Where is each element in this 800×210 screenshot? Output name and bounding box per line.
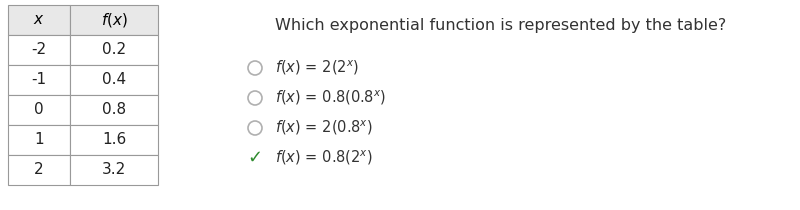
Text: 1.6: 1.6	[102, 133, 126, 147]
Text: 0: 0	[34, 102, 44, 118]
Bar	[8, 5, 70, 35]
Text: $\bf{\it{x}}$: $\bf{\it{x}}$	[34, 13, 45, 28]
Text: 3.2: 3.2	[102, 163, 126, 177]
Text: $\it{f}$$\it{(x)}$ = 2(2$^x$): $\it{f}$$\it{(x)}$ = 2(2$^x$)	[275, 59, 359, 77]
Text: 2: 2	[34, 163, 44, 177]
Text: ✓: ✓	[247, 149, 262, 167]
Bar	[70, 95, 158, 125]
Text: $\it{f}$$\it{(x)}$ = 0.8(2$^x$): $\it{f}$$\it{(x)}$ = 0.8(2$^x$)	[275, 149, 373, 167]
Text: $\it{f}$$\it{(x)}$ = 0.8(0.8$^x$): $\it{f}$$\it{(x)}$ = 0.8(0.8$^x$)	[275, 89, 386, 107]
Text: 0.8: 0.8	[102, 102, 126, 118]
Bar	[70, 125, 158, 155]
Bar	[8, 155, 70, 185]
Bar	[8, 65, 70, 95]
Bar	[8, 125, 70, 155]
Bar	[70, 35, 158, 65]
Bar	[70, 155, 158, 185]
Text: -2: -2	[31, 42, 46, 58]
Bar	[8, 35, 70, 65]
Text: $\it{f}$$\it{(x)}$ = 2(0.8$^x$): $\it{f}$$\it{(x)}$ = 2(0.8$^x$)	[275, 119, 373, 137]
Text: $\bf{\it{f}}$$\bf{\it{(x)}}$: $\bf{\it{f}}$$\bf{\it{(x)}}$	[101, 11, 127, 29]
Bar	[70, 65, 158, 95]
Bar	[70, 5, 158, 35]
Text: 0.2: 0.2	[102, 42, 126, 58]
Text: Which exponential function is represented by the table?: Which exponential function is represente…	[275, 18, 726, 33]
Text: -1: -1	[31, 72, 46, 88]
Text: 1: 1	[34, 133, 44, 147]
Text: 0.4: 0.4	[102, 72, 126, 88]
Bar	[8, 95, 70, 125]
